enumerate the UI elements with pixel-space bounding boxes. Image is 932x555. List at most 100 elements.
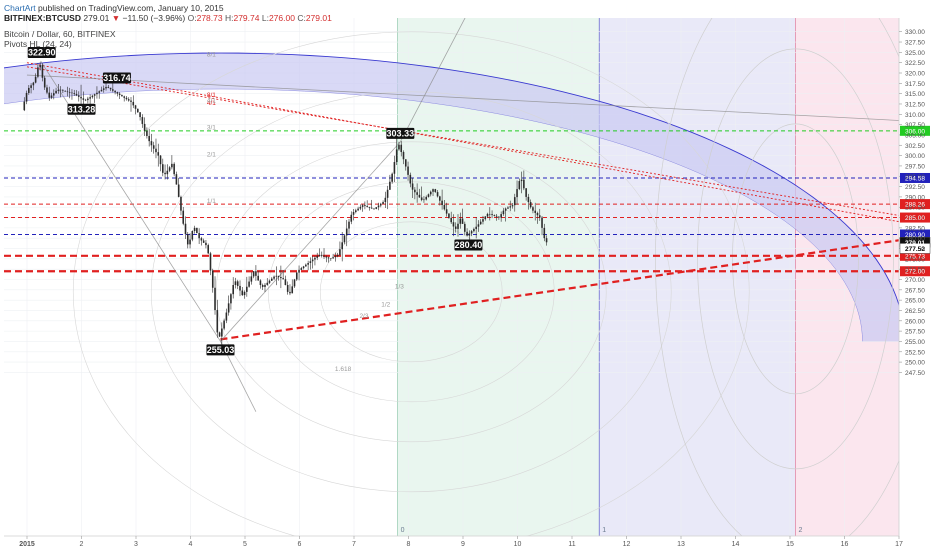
candle-body: [196, 227, 198, 234]
time-zone-label-1: 1: [602, 527, 606, 534]
candle-body: [191, 230, 194, 240]
candle-body: [486, 213, 489, 217]
candle-body: [509, 206, 512, 208]
candle-body: [532, 207, 534, 211]
candle-body: [248, 281, 250, 287]
pivot-label-4: 280.40: [454, 239, 483, 251]
candle-body: [143, 123, 146, 131]
candle-body: [538, 215, 541, 218]
time-tick-label-10: 11: [568, 541, 575, 548]
publisher-name[interactable]: ChartArt: [4, 3, 36, 13]
price-tick-label-24: 270.00: [905, 277, 925, 284]
candle-body: [409, 174, 412, 184]
candle-body: [234, 281, 237, 286]
fan-label-4: 3/1: [207, 125, 216, 132]
candle-body: [527, 196, 530, 203]
last-price: 279.01: [83, 13, 110, 23]
candle-body: [216, 310, 219, 333]
candle-body: [416, 192, 418, 195]
price-tick-label-15: 292.50: [905, 184, 925, 191]
candle-body: [298, 269, 300, 273]
candle-body: [214, 287, 216, 311]
pivot-label-text: 322.90: [28, 48, 56, 58]
price-axis-bg: [899, 18, 932, 536]
change-arrow-icon: ▼: [111, 13, 121, 23]
level-tag-4: 280.90: [905, 232, 925, 239]
time-tick-label-3: 4: [189, 541, 193, 548]
price-tick-label-13: 297.50: [905, 163, 925, 170]
fib-circle-2: [215, 141, 607, 443]
candle-body: [336, 254, 339, 257]
candle-body: [57, 89, 60, 91]
pivot-label-bg: [102, 72, 131, 84]
candle-body: [198, 233, 200, 239]
fib-circle-right-1: [697, 48, 894, 470]
candle-body: [307, 262, 309, 265]
candle-body: [423, 199, 425, 201]
candle-body: [250, 276, 253, 282]
candle-body: [343, 235, 346, 243]
price-tick-label-7: 312.50: [905, 101, 925, 108]
candle-body: [173, 163, 175, 175]
fan-label-10: 1.618: [335, 366, 352, 373]
price-tick-label-18: 285.00: [905, 215, 925, 222]
candle-body: [534, 210, 537, 213]
candle-body: [364, 205, 366, 207]
time-tick-label-6: 7: [352, 541, 356, 548]
pivot-label-0: 322.90: [27, 47, 56, 59]
price-tag-bg-1: [899, 243, 931, 254]
candle-body: [427, 194, 430, 197]
candle-body: [445, 209, 448, 214]
candle-body: [121, 95, 123, 97]
level-tag-bg-6: [900, 266, 930, 277]
pivot-label-bg: [67, 103, 96, 115]
symbol-name[interactable]: BITFINEX:BTCUSD: [4, 13, 81, 23]
candle-body: [352, 212, 355, 215]
time-tick-label-14: 15: [786, 541, 794, 548]
candle-body: [137, 108, 139, 113]
candle-body: [341, 242, 343, 250]
candle-body: [391, 173, 393, 182]
candle-body: [182, 210, 185, 224]
candle-body: [141, 117, 144, 124]
level-tag-bg-2: [900, 199, 930, 210]
candle-body: [155, 148, 157, 153]
price-tick-label-25: 267.50: [905, 287, 925, 294]
candle-body: [39, 65, 41, 68]
candle-body: [350, 214, 353, 222]
price-tick-label-32: 250.00: [905, 360, 925, 367]
candle-body: [152, 145, 155, 149]
time-tick-label-11: 12: [623, 541, 631, 548]
candle-body: [345, 228, 348, 236]
candle-body: [404, 159, 407, 167]
trend-line-5: [40, 60, 221, 342]
candle-body: [66, 91, 69, 93]
candle-body: [320, 254, 323, 256]
indicator-label[interactable]: Pivots HL (24, 24): [4, 39, 72, 49]
price-tick-label-16: 290.00: [905, 194, 925, 201]
candle-body: [309, 261, 312, 263]
candle-body: [246, 286, 248, 292]
candle-body: [439, 196, 441, 201]
candle-body: [261, 285, 264, 287]
candle-body: [323, 255, 325, 257]
candle-body: [300, 268, 303, 270]
price-tick-label-4: 320.00: [905, 71, 925, 78]
price-tick-label-5: 317.50: [905, 81, 925, 88]
pivot-label-text: 313.28: [68, 104, 96, 114]
candle-body: [73, 93, 76, 94]
candle-body: [134, 105, 137, 109]
fan-label-7: 1/2: [381, 301, 390, 308]
candle-body: [375, 207, 378, 209]
price-tick-label-17: 287.50: [905, 205, 925, 212]
candle-body: [211, 270, 214, 288]
candle-body: [189, 239, 191, 245]
high-value: 279.74: [233, 13, 260, 23]
candle-body: [116, 92, 119, 94]
candle-body: [479, 221, 482, 225]
candle-body: [80, 96, 82, 99]
time-tick-label-8: 9: [461, 541, 465, 548]
candle-body: [291, 286, 294, 294]
